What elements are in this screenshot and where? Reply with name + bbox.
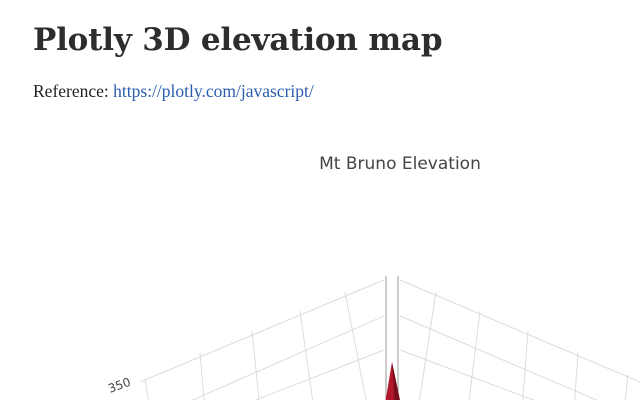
grid-line [251,330,260,400]
grid-line [191,315,385,400]
corner-axis [385,276,399,400]
surface-peak [385,362,400,400]
grid-line [399,349,535,400]
grid-line [399,279,640,383]
grid-line [624,374,629,400]
reference-label: Reference: [33,81,109,101]
right-wall-grid [399,279,640,400]
left-wall-grid [139,279,385,400]
grid-line [399,315,598,400]
surface-peak-shadow [392,362,400,400]
grid-line [344,291,367,400]
page-title: Plotly 3D elevation map [33,22,443,58]
grid-line [144,378,149,400]
plot-title: Mt Bruno Elevation [319,154,481,174]
reference-link[interactable]: https://plotly.com/javascript/ [113,81,314,101]
grid-line [139,279,385,383]
plot-container[interactable]: Mt Bruno Elevation [0,120,640,400]
grid-line [199,352,205,400]
grid-line [419,291,437,400]
grid-line [468,310,481,400]
3d-scene[interactable]: 350 [0,120,640,400]
reference-line: Reference: https://plotly.com/javascript… [33,79,314,103]
grid-line [299,310,314,400]
z-tick-label: 350 [106,375,132,396]
grid-line [522,330,529,400]
grid-line [574,352,579,400]
